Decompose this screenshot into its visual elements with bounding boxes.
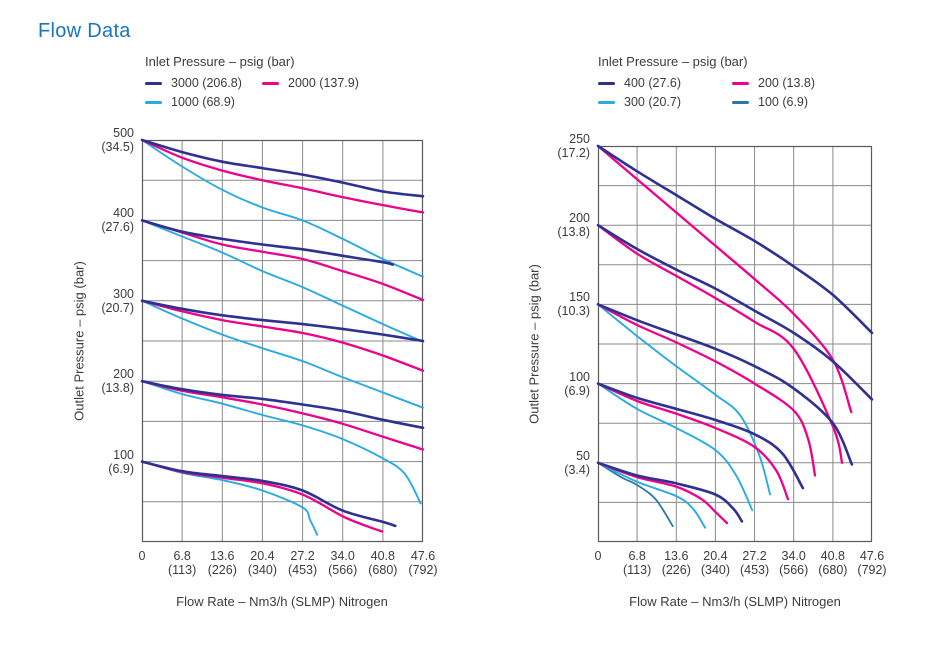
curve-outlet300-inlet3000 bbox=[140, 299, 425, 343]
legend-swatch-navy-line-icon bbox=[598, 81, 615, 85]
plot-frame bbox=[597, 145, 873, 543]
legend-entry: 400 (27.6) bbox=[598, 76, 732, 90]
curve-outlet100-inlet3000 bbox=[140, 460, 397, 528]
x-tick-label: 27.2 (453) bbox=[739, 549, 770, 577]
legend-entry: 3000 (206.8) bbox=[145, 76, 262, 90]
curve-outlet300-inlet1000 bbox=[141, 299, 424, 409]
legend-entry: 200 (13.8) bbox=[732, 76, 815, 90]
x-tick-label: 13.6 (226) bbox=[207, 549, 237, 577]
curve-outlet150-inlet200 bbox=[596, 303, 817, 477]
x-axis-title: Flow Rate – Nm3/h (SLMP) Nitrogen bbox=[629, 594, 841, 609]
curve-outlet150-inlet300 bbox=[597, 303, 772, 496]
curve-outlet300-inlet2000 bbox=[140, 299, 425, 372]
plot-area bbox=[596, 144, 874, 543]
page-title: Flow Data bbox=[38, 20, 131, 42]
curve-outlet500-inlet1000 bbox=[141, 139, 424, 278]
legend-swatch-navy-line-icon bbox=[145, 81, 162, 85]
legend-label: 100 (6.9) bbox=[758, 95, 809, 109]
legend-entry: 300 (20.7) bbox=[598, 95, 732, 109]
legend-label: 1000 (68.9) bbox=[171, 95, 235, 109]
legend-swatch-lightblue-line-icon bbox=[145, 100, 162, 104]
legend-title: Inlet Pressure – psig (bar) bbox=[145, 54, 295, 69]
legend-entries: 400 (27.6) 200 (13.8) 300 (20.7) 100 (6.9) bbox=[598, 76, 815, 109]
curve-outlet50-inlet200 bbox=[596, 461, 729, 525]
x-tick-label: 6.8 (113) bbox=[168, 549, 197, 577]
y-tick-label: 250 (17.2) bbox=[557, 132, 590, 160]
legend-label: 3000 (206.8) bbox=[171, 76, 242, 90]
x-tick-label: 40.8 (680) bbox=[368, 549, 398, 577]
legend-left: Inlet Pressure – psig (bar) 3000 (206.8)… bbox=[145, 54, 359, 109]
legend-entry: 2000 (137.9) bbox=[262, 76, 359, 90]
curve-outlet50-inlet300 bbox=[597, 461, 707, 529]
y-axis-title: Outlet Pressure – psig (bar) bbox=[526, 264, 542, 424]
x-tick-label: 34.0 (566) bbox=[779, 549, 809, 577]
legend-entry: 100 (6.9) bbox=[732, 95, 815, 109]
legend-entry: 1000 (68.9) bbox=[145, 95, 262, 109]
x-tick-label: 13.6 (226) bbox=[661, 549, 691, 577]
y-tick-label: 400 (27.6) bbox=[101, 206, 134, 235]
legend-entries: 3000 (206.8) 2000 (137.9) 1000 (68.9) bbox=[145, 76, 359, 109]
x-tick-label: 47.6 (792) bbox=[408, 549, 438, 577]
legend-label: 2000 (137.9) bbox=[288, 76, 359, 90]
curve-outlet200-inlet1000 bbox=[141, 380, 422, 505]
y-tick-label: 200 (13.8) bbox=[557, 211, 590, 240]
x-tick-label: 40.8 (680) bbox=[818, 549, 848, 577]
curve-outlet100-inlet300 bbox=[597, 382, 754, 512]
x-tick-label: 6.8 (113) bbox=[623, 549, 652, 577]
y-tick-label: 100 (6.9) bbox=[564, 369, 590, 398]
plot-area bbox=[140, 138, 425, 543]
curve-outlet200-inlet3000 bbox=[140, 379, 425, 430]
legend-swatch-pink-line-icon bbox=[732, 81, 749, 85]
x-tick-label: 27.2 (453) bbox=[287, 549, 318, 577]
legend-swatch-pink-line-icon bbox=[262, 81, 279, 85]
curve-outlet100-inlet200 bbox=[596, 382, 790, 501]
curve-outlet400-inlet1000 bbox=[141, 219, 424, 343]
legend-swatch-lightblue-line-icon bbox=[598, 100, 615, 104]
x-tick-label: 20.4 (340) bbox=[700, 549, 731, 577]
curve-outlet150-inlet400 bbox=[596, 303, 854, 466]
curve-outlet500-inlet3000 bbox=[140, 138, 425, 198]
curve-outlet200-inlet400 bbox=[596, 223, 874, 401]
curve-outlet100-inlet400 bbox=[596, 382, 805, 490]
curve-outlet50-inlet100 bbox=[597, 461, 674, 528]
curve-outlet200-inlet2000 bbox=[140, 380, 425, 451]
x-tick-label: 0 bbox=[594, 549, 602, 563]
curve-outlet500-inlet2000 bbox=[140, 138, 425, 214]
legend-label: 400 (27.6) bbox=[624, 76, 681, 90]
legend-title: Inlet Pressure – psig (bar) bbox=[598, 54, 748, 69]
y-tick-label: 200 (13.8) bbox=[101, 367, 134, 396]
curve-outlet250-inlet400 bbox=[596, 144, 874, 335]
legend-label: 300 (20.7) bbox=[624, 95, 681, 109]
x-tick-label: 0 bbox=[138, 549, 146, 563]
y-tick-label: 150 (10.3) bbox=[557, 290, 590, 319]
legend-swatch-teal-line-icon bbox=[732, 100, 749, 104]
x-tick-label: 20.4 (340) bbox=[247, 549, 278, 577]
x-tick-label: 34.0 (566) bbox=[328, 549, 358, 577]
y-tick-label: 100 (6.9) bbox=[108, 447, 134, 476]
x-tick-label: 47.6 (792) bbox=[857, 549, 887, 577]
curve-outlet50-inlet400 bbox=[596, 461, 744, 523]
x-axis-title: Flow Rate – Nm3/h (SLMP) Nitrogen bbox=[176, 594, 388, 609]
y-tick-label: 300 (20.7) bbox=[101, 286, 134, 315]
legend-right: Inlet Pressure – psig (bar) 400 (27.6) 20… bbox=[598, 54, 815, 109]
curve-outlet250-inlet200 bbox=[596, 144, 853, 414]
y-tick-label: 50 (3.4) bbox=[564, 448, 590, 477]
curve-outlet400-inlet3000 bbox=[140, 219, 395, 266]
y-tick-label: 500 (34.5) bbox=[101, 126, 134, 154]
legend-label: 200 (13.8) bbox=[758, 76, 815, 90]
